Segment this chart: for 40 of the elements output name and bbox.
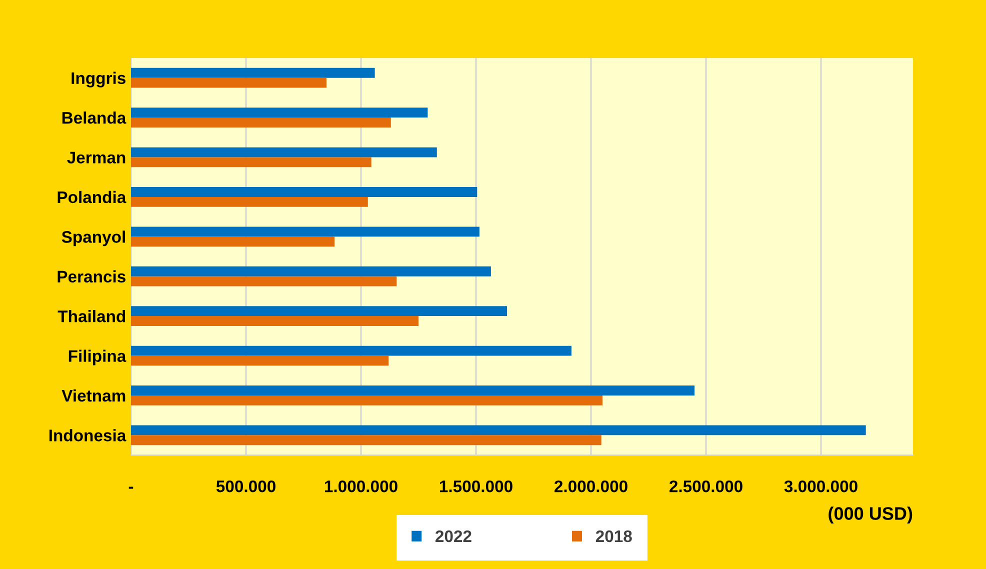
- x-tick-label: 1.500.000: [440, 480, 512, 492]
- bar: [131, 226, 480, 237]
- y-tick-label: Indonesia: [49, 429, 126, 442]
- bar: [131, 435, 602, 446]
- x-tick-label: -: [128, 486, 134, 489]
- x-tick-label: 2.000.000: [554, 480, 628, 492]
- bar: [131, 316, 418, 326]
- bar: [131, 187, 478, 197]
- bar: [131, 118, 391, 128]
- x-tick-label: 500.000: [216, 480, 276, 492]
- bar: [131, 306, 508, 316]
- bar: [131, 236, 335, 247]
- bar: [131, 266, 491, 276]
- x-axis-title: (000 USD): [828, 506, 912, 524]
- bar: [131, 68, 375, 78]
- x-tick-label: 3.000.000: [784, 480, 858, 492]
- bar: [131, 147, 437, 158]
- y-tick-label: Inggris: [72, 72, 126, 88]
- bar: [131, 395, 602, 406]
- y-tick-label: Jerman: [67, 152, 126, 164]
- bar: [131, 346, 572, 356]
- bar: [131, 386, 694, 396]
- bar: [131, 78, 326, 88]
- bar: [131, 108, 428, 118]
- x-tick-label: 1.000.000: [324, 480, 398, 492]
- y-tick-label: Spanyol: [62, 230, 125, 246]
- y-tick-label: Polandia: [58, 190, 126, 204]
- y-tick-label: Vietnam: [62, 389, 126, 402]
- y-tick-label: Filipina: [68, 350, 126, 366]
- bar: [131, 196, 368, 207]
- legend-label: 2018: [596, 530, 632, 542]
- y-tick-label: Thailand: [58, 310, 126, 322]
- bar: [131, 356, 389, 366]
- legend-label: 2022: [436, 530, 472, 542]
- bar: [131, 276, 397, 286]
- y-tick-label: Perancis: [58, 270, 126, 283]
- x-tick-label: 2.500.000: [670, 480, 742, 492]
- bar: [131, 157, 372, 168]
- y-tick-label: Belanda: [62, 112, 126, 124]
- bar: [131, 425, 866, 436]
